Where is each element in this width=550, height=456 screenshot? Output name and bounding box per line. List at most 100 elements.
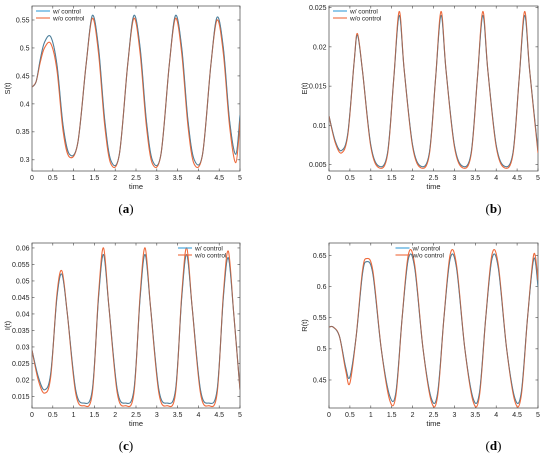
y-tick-label: 0.02 bbox=[313, 44, 327, 51]
y-tick-label: 0.025 bbox=[309, 5, 327, 12]
x-tick-label: 0 bbox=[30, 175, 34, 182]
y-tick-label: 0.005 bbox=[309, 162, 327, 169]
x-tick-label: 1 bbox=[369, 412, 373, 419]
x-tick-label: 3.5 bbox=[470, 175, 480, 182]
x-tick-label: 5 bbox=[238, 412, 242, 419]
x-tick-label: 4.5 bbox=[214, 175, 224, 182]
x-tick-label: 2 bbox=[113, 412, 117, 419]
y-tick-label: 0.5 bbox=[317, 346, 327, 353]
plot-frame bbox=[328, 5, 539, 172]
legend-label: w/ control bbox=[52, 8, 81, 15]
legend-label: w/o control bbox=[412, 252, 445, 259]
x-tick-label: 2.5 bbox=[131, 412, 141, 419]
x-tick-label: 4.5 bbox=[512, 412, 522, 419]
series-group bbox=[329, 10, 538, 169]
panel-caption: (b) bbox=[486, 201, 502, 216]
x-tick-label: 2 bbox=[411, 175, 415, 182]
series-overlap-trace bbox=[32, 14, 240, 167]
x-axis-label: time bbox=[426, 182, 440, 191]
x-tick-label: 0 bbox=[30, 412, 34, 419]
series-overlap-trace bbox=[32, 254, 240, 404]
series-group bbox=[329, 248, 538, 408]
x-tick-label: 3.5 bbox=[173, 412, 183, 419]
plot-frame bbox=[31, 242, 241, 409]
y-axis-label: E(t) bbox=[300, 82, 309, 95]
chart-panel-d: 0 0.5 1 1.5 2 2.5 3 3.5 4 4.5 5 0.45 0.5 0.55 0.6 0.65 t… bbox=[300, 242, 540, 453]
series-line-with-control bbox=[329, 14, 538, 168]
x-tick-label: 0.5 bbox=[48, 175, 58, 182]
legend-label: w/ control bbox=[412, 245, 441, 252]
y-tick-label: 0.45 bbox=[16, 73, 30, 80]
x-tick-label: 2 bbox=[411, 412, 415, 419]
x-tick-label: 4 bbox=[494, 175, 498, 182]
y-tick-label: 0.045 bbox=[12, 295, 30, 302]
plot-frame bbox=[328, 242, 539, 409]
x-tick-label: 2.5 bbox=[131, 175, 141, 182]
x-tick-label: 4.5 bbox=[214, 412, 224, 419]
series-line-without-control bbox=[329, 10, 538, 169]
x-tick-label: 3.5 bbox=[173, 175, 183, 182]
x-tick-label: 0 bbox=[327, 412, 331, 419]
y-axis-label: I(t) bbox=[3, 320, 12, 330]
y-tick-label: 0.55 bbox=[16, 17, 30, 24]
series-group bbox=[32, 247, 240, 408]
y-tick-label: 0.4 bbox=[20, 101, 30, 108]
x-tick-label: 0 bbox=[327, 175, 331, 182]
y-tick-label: 0.025 bbox=[12, 361, 30, 368]
y-axis-label: R(t) bbox=[300, 319, 309, 332]
chart-panel-c: 0 0.5 1 1.5 2 2.5 3 3.5 4 4.5 5 0.015 0.02 0.025 0.03 0… bbox=[3, 242, 242, 453]
x-tick-label: 1 bbox=[72, 175, 76, 182]
y-tick-label: 0.035 bbox=[12, 328, 30, 335]
x-tick-label: 1.5 bbox=[387, 175, 397, 182]
y-tick-label: 0.6 bbox=[317, 284, 327, 291]
y-tick-label: 0.35 bbox=[16, 129, 30, 136]
y-tick-label: 0.02 bbox=[16, 377, 30, 384]
series-group bbox=[32, 14, 240, 169]
y-tick-label: 0.03 bbox=[16, 344, 30, 351]
x-tick-label: 1.5 bbox=[90, 175, 100, 182]
legend-label: w/ control bbox=[194, 245, 223, 252]
y-tick-label: 0.015 bbox=[12, 394, 30, 401]
y-tick-label: 0.45 bbox=[313, 377, 327, 384]
y-tick-label: 0.055 bbox=[12, 262, 30, 269]
y-tick-label: 0.06 bbox=[16, 245, 30, 252]
x-tick-label: 5 bbox=[536, 412, 540, 419]
series-overlap-trace bbox=[329, 15, 538, 168]
legend-label: w/ control bbox=[349, 8, 378, 15]
x-tick-label: 4.5 bbox=[512, 175, 522, 182]
x-tick-label: 4 bbox=[494, 412, 498, 419]
y-tick-label: 0.015 bbox=[309, 84, 327, 91]
chart-panel-a: 0 0.5 1 1.5 2 2.5 3 3.5 4 4.5 5 0.3 0.35 0.4 0.45 0.5 0.… bbox=[3, 5, 242, 216]
panel-caption: (c) bbox=[119, 438, 133, 453]
x-axis-label: time bbox=[426, 419, 440, 428]
x-tick-label: 0.5 bbox=[345, 175, 355, 182]
y-tick-label: 0.04 bbox=[16, 311, 30, 318]
x-tick-label: 1.5 bbox=[387, 412, 397, 419]
x-axis-label: time bbox=[129, 419, 143, 428]
x-tick-label: 5 bbox=[238, 175, 242, 182]
x-tick-label: 3 bbox=[155, 412, 159, 419]
x-tick-label: 2.5 bbox=[429, 175, 439, 182]
legend-label: w/o control bbox=[349, 15, 382, 22]
panel-caption: (d) bbox=[486, 438, 502, 453]
x-tick-label: 4 bbox=[196, 175, 200, 182]
x-tick-label: 2 bbox=[113, 175, 117, 182]
series-overlap-trace bbox=[329, 253, 538, 404]
series-line-without-control bbox=[32, 247, 240, 408]
x-tick-label: 0.5 bbox=[345, 412, 355, 419]
legend-label: w/o control bbox=[194, 252, 227, 259]
y-tick-label: 0.65 bbox=[313, 253, 327, 260]
chart-panel-b: 0 0.5 1 1.5 2 2.5 3 3.5 4 4.5 5 0.005 0.01 0.015 0.02 0… bbox=[300, 5, 540, 216]
x-tick-label: 3.5 bbox=[470, 412, 480, 419]
x-tick-label: 3 bbox=[452, 412, 456, 419]
x-tick-label: 2.5 bbox=[429, 412, 439, 419]
x-tick-label: 1 bbox=[72, 412, 76, 419]
y-tick-label: 0.01 bbox=[313, 123, 327, 130]
x-tick-label: 1 bbox=[369, 175, 373, 182]
y-axis-label: S(t) bbox=[3, 82, 12, 95]
